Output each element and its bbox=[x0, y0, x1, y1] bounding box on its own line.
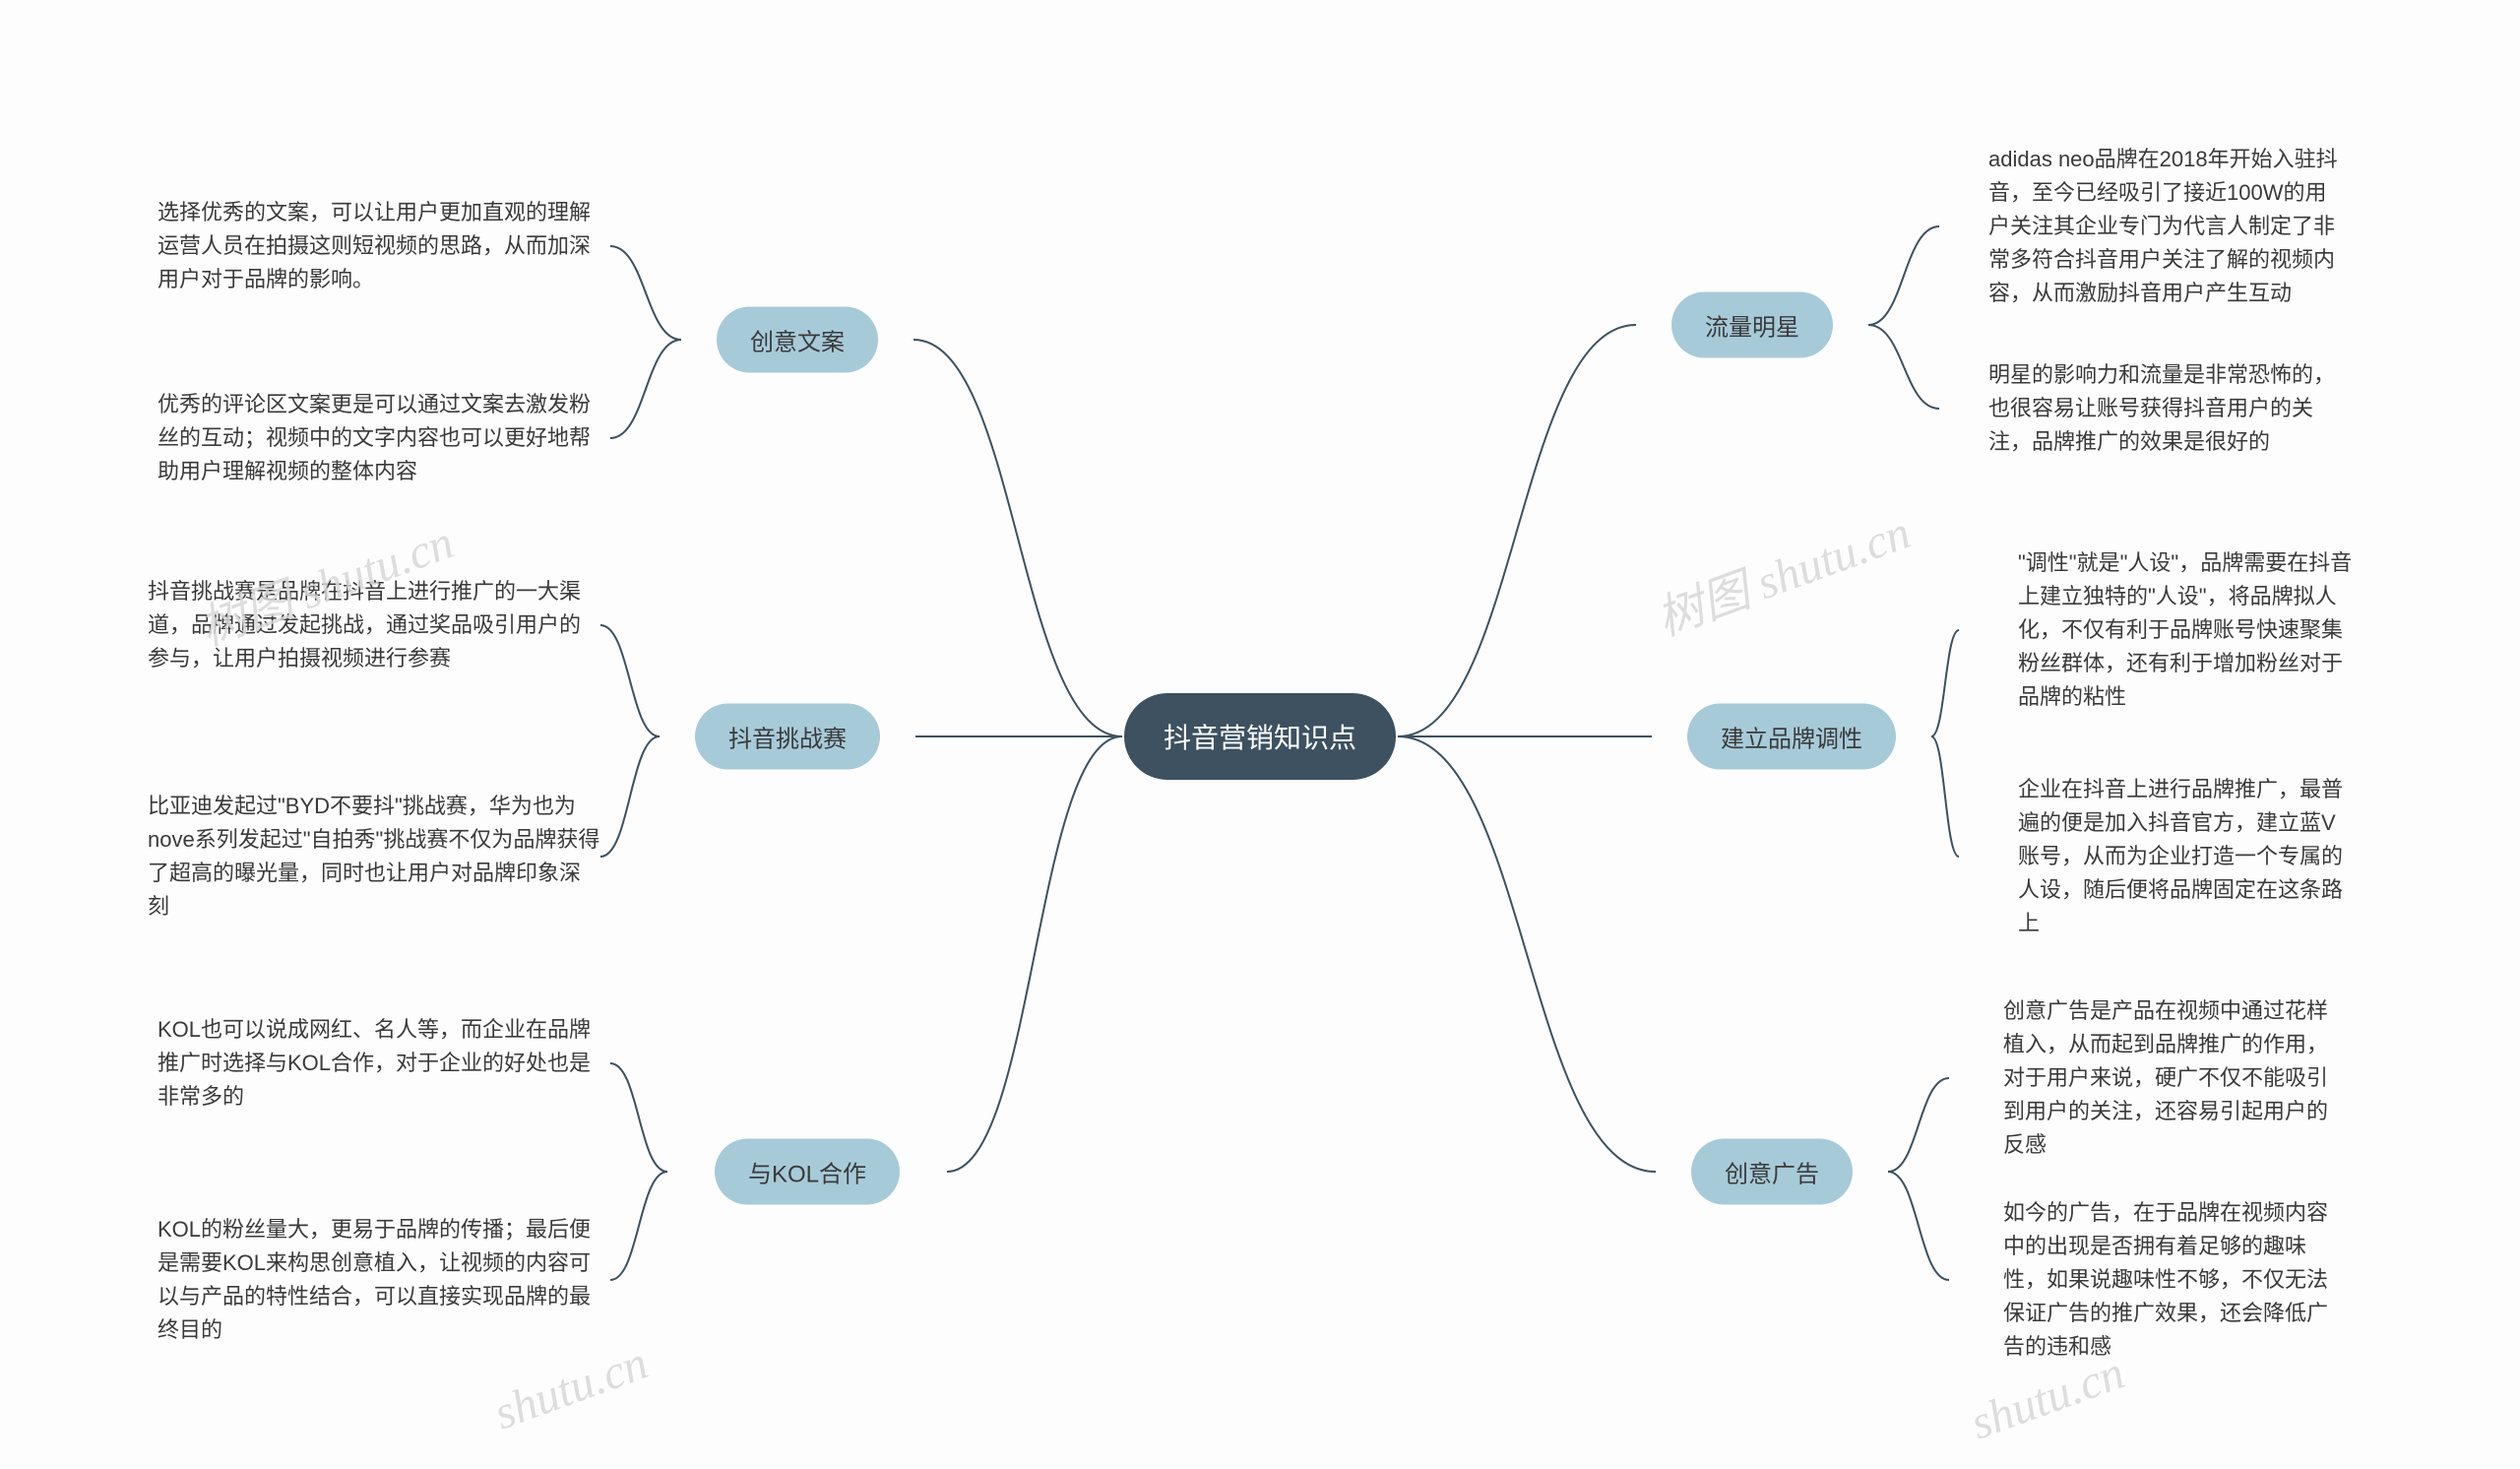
branch-node: 与KOL合作 bbox=[715, 1139, 900, 1205]
mindmap-canvas: 抖音营销知识点 流量明星 adidas neo品牌在2018年开始入驻抖音，至今已… bbox=[0, 0, 2520, 1469]
root-label: 抖音营销知识点 bbox=[1164, 717, 1356, 756]
branch-label: 与KOL合作 bbox=[748, 1155, 866, 1189]
leaf-node: 抖音挑战赛是品牌在抖音上进行推广的一大渠道，品牌通过发起挑战，通过奖品吸引用户的… bbox=[148, 575, 600, 675]
branch-node: 建立品牌调性 bbox=[1687, 704, 1896, 770]
branch-node: 抖音挑战赛 bbox=[695, 704, 880, 770]
branch-label: 创意广告 bbox=[1725, 1155, 1819, 1189]
branch-label: 流量明星 bbox=[1705, 308, 1799, 343]
leaf-node: 选择优秀的文案，可以让用户更加直观的理解运营人员在拍摄这则短视频的思路，从而加深… bbox=[158, 196, 610, 296]
watermark: shutu.cn bbox=[487, 1336, 655, 1441]
leaf-node: KOL的粉丝量大，更易于品牌的传播；最后便是需要KOL来构思创意植入，让视频的内… bbox=[158, 1213, 610, 1347]
branch-node: 创意文案 bbox=[717, 307, 878, 373]
branch-node: 创意广告 bbox=[1691, 1139, 1853, 1205]
leaf-node: 企业在抖音上进行品牌推广，最普遍的便是加入抖音官方，建立蓝V账号，从而为企业打造… bbox=[2018, 773, 2353, 940]
branch-label: 抖音挑战赛 bbox=[728, 720, 847, 754]
branch-label: 创意文案 bbox=[750, 323, 845, 357]
branch-node: 流量明星 bbox=[1671, 292, 1833, 358]
leaf-node: adidas neo品牌在2018年开始入驻抖音，至今已经吸引了接近100W的用… bbox=[1988, 143, 2343, 310]
leaf-node: 如今的广告，在于品牌在视频内容中的出现是否拥有着足够的趣味性，如果说趣味性不够，… bbox=[2003, 1196, 2348, 1364]
branch-label: 建立品牌调性 bbox=[1721, 720, 1862, 754]
leaf-node: 优秀的评论区文案更是可以通过文案去激发粉丝的互动；视频中的文字内容也可以更好地帮… bbox=[158, 388, 610, 488]
leaf-node: 创意广告是产品在视频中通过花样植入，从而起到品牌推广的作用，对于用户来说，硬广不… bbox=[2003, 994, 2348, 1162]
leaf-node: KOL也可以说成网红、名人等，而企业在品牌推广时选择与KOL合作，对于企业的好处… bbox=[158, 1013, 610, 1114]
leaf-node: 明星的影响力和流量是非常恐怖的，也很容易让账号获得抖音用户的关注，品牌推广的效果… bbox=[1988, 358, 2343, 459]
leaf-node: 比亚迪发起过"BYD不要抖"挑战赛，华为也为nove系列发起过"自拍秀"挑战赛不… bbox=[148, 790, 600, 924]
leaf-node: "调性"就是"人设"，品牌需要在抖音上建立独特的"人设"，将品牌拟人化，不仅有利… bbox=[2018, 546, 2353, 714]
root-node: 抖音营销知识点 bbox=[1124, 693, 1396, 780]
watermark: 树图 shutu.cn bbox=[1645, 493, 1918, 649]
